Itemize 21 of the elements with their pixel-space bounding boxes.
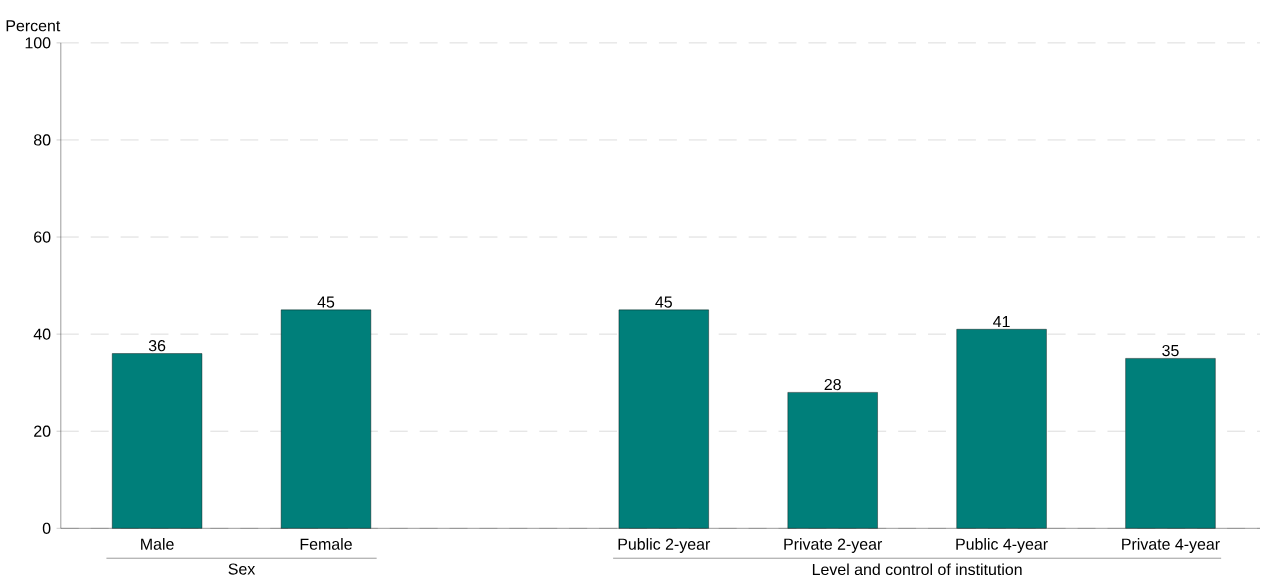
- y-tick-label: 0: [42, 522, 51, 534]
- data-label: 35: [1162, 344, 1179, 357]
- x-tick-label: Public 2-year: [618, 538, 711, 553]
- text: Sex: [228, 563, 256, 575]
- y-tick-label: 60: [34, 231, 51, 243]
- y-tick-label: 20: [34, 425, 51, 437]
- y-tick-label: 40: [33, 328, 51, 340]
- data-label: 45: [655, 296, 672, 308]
- x-tick-label: Private 2-year: [784, 538, 883, 553]
- y-tick-label: 100: [25, 37, 51, 49]
- data-label: 36: [148, 340, 166, 352]
- text: Level and control of institution: [812, 563, 1022, 576]
- y-tick-label: 80: [34, 134, 51, 146]
- x-tick-label: Public 4-year: [956, 538, 1048, 553]
- y-axis-title: Percent: [6, 20, 61, 32]
- data-label: 28: [824, 378, 841, 391]
- x-tick-label: Female: [300, 538, 352, 550]
- x-tick-label: Private 4-year: [1122, 538, 1220, 553]
- data-label: 45: [317, 296, 335, 308]
- x-tick-label: Male: [141, 538, 174, 550]
- data-label: 41: [993, 316, 1010, 328]
